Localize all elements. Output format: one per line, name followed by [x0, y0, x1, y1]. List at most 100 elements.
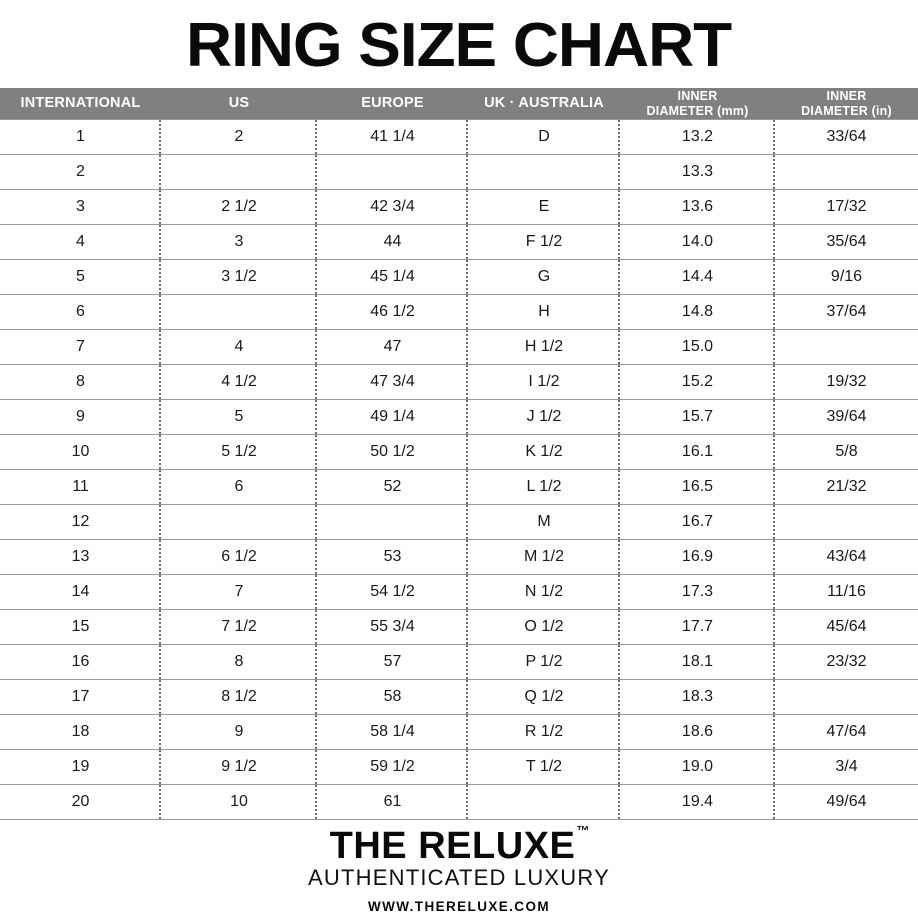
cell-uk-australia: L 1/2	[468, 469, 620, 505]
cell-uk-australia: E	[468, 189, 620, 225]
cell-us: 5 1/2	[161, 434, 317, 470]
table-row: 4 3 44 F 1/2 14.0 35/64	[0, 224, 918, 260]
cell-inner-diameter-mm: 14.8	[620, 294, 775, 330]
cell-uk-australia: J 1/2	[468, 399, 620, 435]
cell-inner-diameter-mm: 14.4	[620, 259, 775, 295]
table-row: 7 4 47 H 1/2 15.0	[0, 329, 918, 365]
table-header-row: INTERNATIONAL US EUROPE UK · AUSTRALIA I…	[0, 88, 918, 120]
cell-us: 7 1/2	[161, 609, 317, 645]
cell-inner-diameter-in: 43/64	[775, 539, 918, 575]
table-row: 19 9 1/2 59 1/2 T 1/2 19.0 3/4	[0, 749, 918, 785]
cell-europe: 41 1/4	[317, 119, 468, 155]
footer-branding: THE RELUXE™ AUTHENTICATED LUXURY WWW.THE…	[0, 820, 918, 914]
cell-uk-australia: H 1/2	[468, 329, 620, 365]
cell-inner-diameter-in: 19/32	[775, 364, 918, 400]
cell-europe: 53	[317, 539, 468, 575]
column-header-us: US	[228, 95, 250, 112]
cell-inner-diameter-in: 39/64	[775, 399, 918, 435]
table-row: 13 6 1/2 53 M 1/2 16.9 43/64	[0, 539, 918, 575]
cell-inner-diameter-mm: 17.7	[620, 609, 775, 645]
column-header-international: INTERNATIONAL	[20, 95, 141, 112]
column-header-inner-diameter-mm-line1: INNER	[677, 89, 718, 104]
cell-uk-australia: P 1/2	[468, 644, 620, 680]
cell-inner-diameter-in	[775, 329, 918, 365]
cell-us: 3	[161, 224, 317, 260]
cell-us: 2 1/2	[161, 189, 317, 225]
cell-inner-diameter-mm: 18.3	[620, 679, 775, 715]
cell-inner-diameter-in: 47/64	[775, 714, 918, 750]
cell-international: 16	[0, 644, 161, 680]
cell-inner-diameter-mm: 19.4	[620, 784, 775, 820]
cell-uk-australia: M 1/2	[468, 539, 620, 575]
cell-inner-diameter-in: 5/8	[775, 434, 918, 470]
table-row: 16 8 57 P 1/2 18.1 23/32	[0, 644, 918, 680]
cell-uk-australia: T 1/2	[468, 749, 620, 785]
cell-inner-diameter-mm: 13.6	[620, 189, 775, 225]
cell-international: 1	[0, 119, 161, 155]
cell-inner-diameter-in: 37/64	[775, 294, 918, 330]
cell-europe: 50 1/2	[317, 434, 468, 470]
cell-us: 2	[161, 119, 317, 155]
brand-name: THE RELUXE™	[329, 824, 590, 867]
cell-us	[161, 294, 317, 330]
cell-international: 4	[0, 224, 161, 260]
table-row: 6 46 1/2 H 14.8 37/64	[0, 294, 918, 330]
cell-inner-diameter-in: 23/32	[775, 644, 918, 680]
cell-international: 18	[0, 714, 161, 750]
cell-europe: 47 3/4	[317, 364, 468, 400]
cell-europe: 47	[317, 329, 468, 365]
cell-uk-australia	[468, 784, 620, 820]
cell-international: 14	[0, 574, 161, 610]
cell-europe: 59 1/2	[317, 749, 468, 785]
cell-us: 8 1/2	[161, 679, 317, 715]
brand-website-url: WWW.THERELUXE.COM	[367, 899, 551, 915]
cell-inner-diameter-mm: 17.3	[620, 574, 775, 610]
cell-international: 9	[0, 399, 161, 435]
table-row: 10 5 1/2 50 1/2 K 1/2 16.1 5/8	[0, 434, 918, 470]
cell-inner-diameter-mm: 16.9	[620, 539, 775, 575]
cell-inner-diameter-in: 17/32	[775, 189, 918, 225]
cell-inner-diameter-mm: 15.2	[620, 364, 775, 400]
cell-europe: 55 3/4	[317, 609, 468, 645]
cell-uk-australia	[468, 154, 620, 190]
cell-uk-australia: I 1/2	[468, 364, 620, 400]
cell-uk-australia: G	[468, 259, 620, 295]
cell-international: 13	[0, 539, 161, 575]
cell-uk-australia: D	[468, 119, 620, 155]
cell-europe	[317, 154, 468, 190]
cell-international: 6	[0, 294, 161, 330]
brand-name-text: THE RELUXE	[329, 825, 576, 867]
cell-international: 2	[0, 154, 161, 190]
cell-europe: 44	[317, 224, 468, 260]
cell-us: 8	[161, 644, 317, 680]
cell-europe: 58	[317, 679, 468, 715]
cell-europe	[317, 504, 468, 540]
cell-europe: 52	[317, 469, 468, 505]
cell-inner-diameter-mm: 13.3	[620, 154, 775, 190]
title-container: RING SIZE CHART	[0, 0, 918, 88]
table-row: 17 8 1/2 58 Q 1/2 18.3	[0, 679, 918, 715]
cell-europe: 58 1/4	[317, 714, 468, 750]
cell-international: 7	[0, 329, 161, 365]
cell-international: 8	[0, 364, 161, 400]
cell-inner-diameter-mm: 19.0	[620, 749, 775, 785]
table-row: 20 10 61 19.4 49/64	[0, 784, 918, 820]
cell-us: 7	[161, 574, 317, 610]
cell-international: 3	[0, 189, 161, 225]
cell-europe: 45 1/4	[317, 259, 468, 295]
cell-inner-diameter-mm: 14.0	[620, 224, 775, 260]
page-title: RING SIZE CHART	[186, 11, 732, 80]
cell-uk-australia: N 1/2	[468, 574, 620, 610]
cell-europe: 42 3/4	[317, 189, 468, 225]
cell-us: 3 1/2	[161, 259, 317, 295]
column-header-uk-australia: UK · AUSTRALIA	[484, 95, 604, 112]
table-row: 15 7 1/2 55 3/4 O 1/2 17.7 45/64	[0, 609, 918, 645]
cell-inner-diameter-in: 3/4	[775, 749, 918, 785]
cell-us: 4 1/2	[161, 364, 317, 400]
cell-us: 5	[161, 399, 317, 435]
ring-size-table: INTERNATIONAL US EUROPE UK · AUSTRALIA I…	[0, 88, 918, 820]
cell-uk-australia: K 1/2	[468, 434, 620, 470]
cell-us: 9 1/2	[161, 749, 317, 785]
